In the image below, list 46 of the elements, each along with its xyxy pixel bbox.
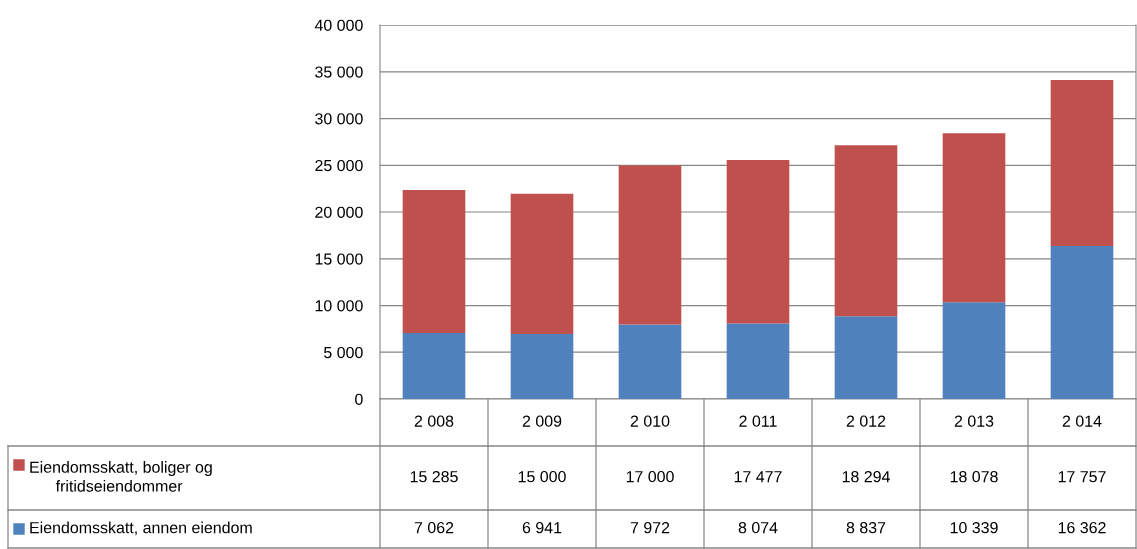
- data-label: 8 837: [846, 521, 886, 534]
- y-tick-label: 5 000: [324, 346, 363, 359]
- bar: [618, 324, 682, 399]
- x-tick-label: 2 011: [739, 415, 777, 427]
- data-label: 10 339: [950, 521, 998, 534]
- bar: [942, 133, 1006, 303]
- bar: [1050, 246, 1114, 399]
- x-tick-label: 2 014: [1062, 415, 1102, 427]
- y-tick-label: 20 000: [315, 206, 363, 218]
- data-label: 17 000: [626, 470, 674, 483]
- x-tick-label: 2 013: [954, 415, 994, 427]
- bar: [726, 160, 790, 324]
- bar: [510, 334, 574, 399]
- bar: [834, 145, 898, 317]
- bar: [726, 323, 790, 399]
- x-tick-label: 2 010: [630, 415, 670, 427]
- bar: [942, 302, 1006, 399]
- data-label: 15 000: [518, 470, 566, 483]
- y-tick-label: 25 000: [315, 159, 363, 172]
- data-label: 18 078: [950, 470, 998, 483]
- data-label: 7 972: [630, 521, 670, 534]
- data-label: 18 294: [842, 470, 890, 483]
- data-label: 17 477: [734, 471, 782, 483]
- data-label: 7 062: [414, 521, 454, 534]
- data-label: 17 757: [1058, 471, 1106, 483]
- bar: [1050, 79, 1114, 247]
- y-tick-label: 30 000: [315, 113, 363, 125]
- x-tick-label: 2 008: [414, 415, 454, 427]
- y-tick-label: 0: [355, 393, 363, 405]
- bar: [402, 332, 466, 399]
- data-label: 16 362: [1058, 521, 1106, 534]
- bar: [618, 165, 682, 325]
- y-tick-label: 15 000: [315, 253, 363, 265]
- x-tick-label: 2 009: [522, 415, 562, 427]
- data-label: 6 941: [522, 521, 562, 534]
- legend-label: Eiendomsskatt, boliger og fritidseiendommer: [30, 461, 212, 492]
- x-tick-label: 2 012: [846, 415, 886, 427]
- legend-label: Eiendomsskatt, annen eiendom: [30, 521, 252, 536]
- y-tick-label: 40 000: [314, 19, 363, 31]
- bar: [402, 190, 466, 333]
- y-tick-label: 35 000: [315, 66, 363, 78]
- bar: [834, 316, 898, 399]
- bar: [510, 193, 574, 335]
- data-label: 15 285: [410, 470, 458, 483]
- y-tick-label: 10 000: [315, 300, 363, 312]
- data-label: 8 074: [738, 521, 778, 534]
